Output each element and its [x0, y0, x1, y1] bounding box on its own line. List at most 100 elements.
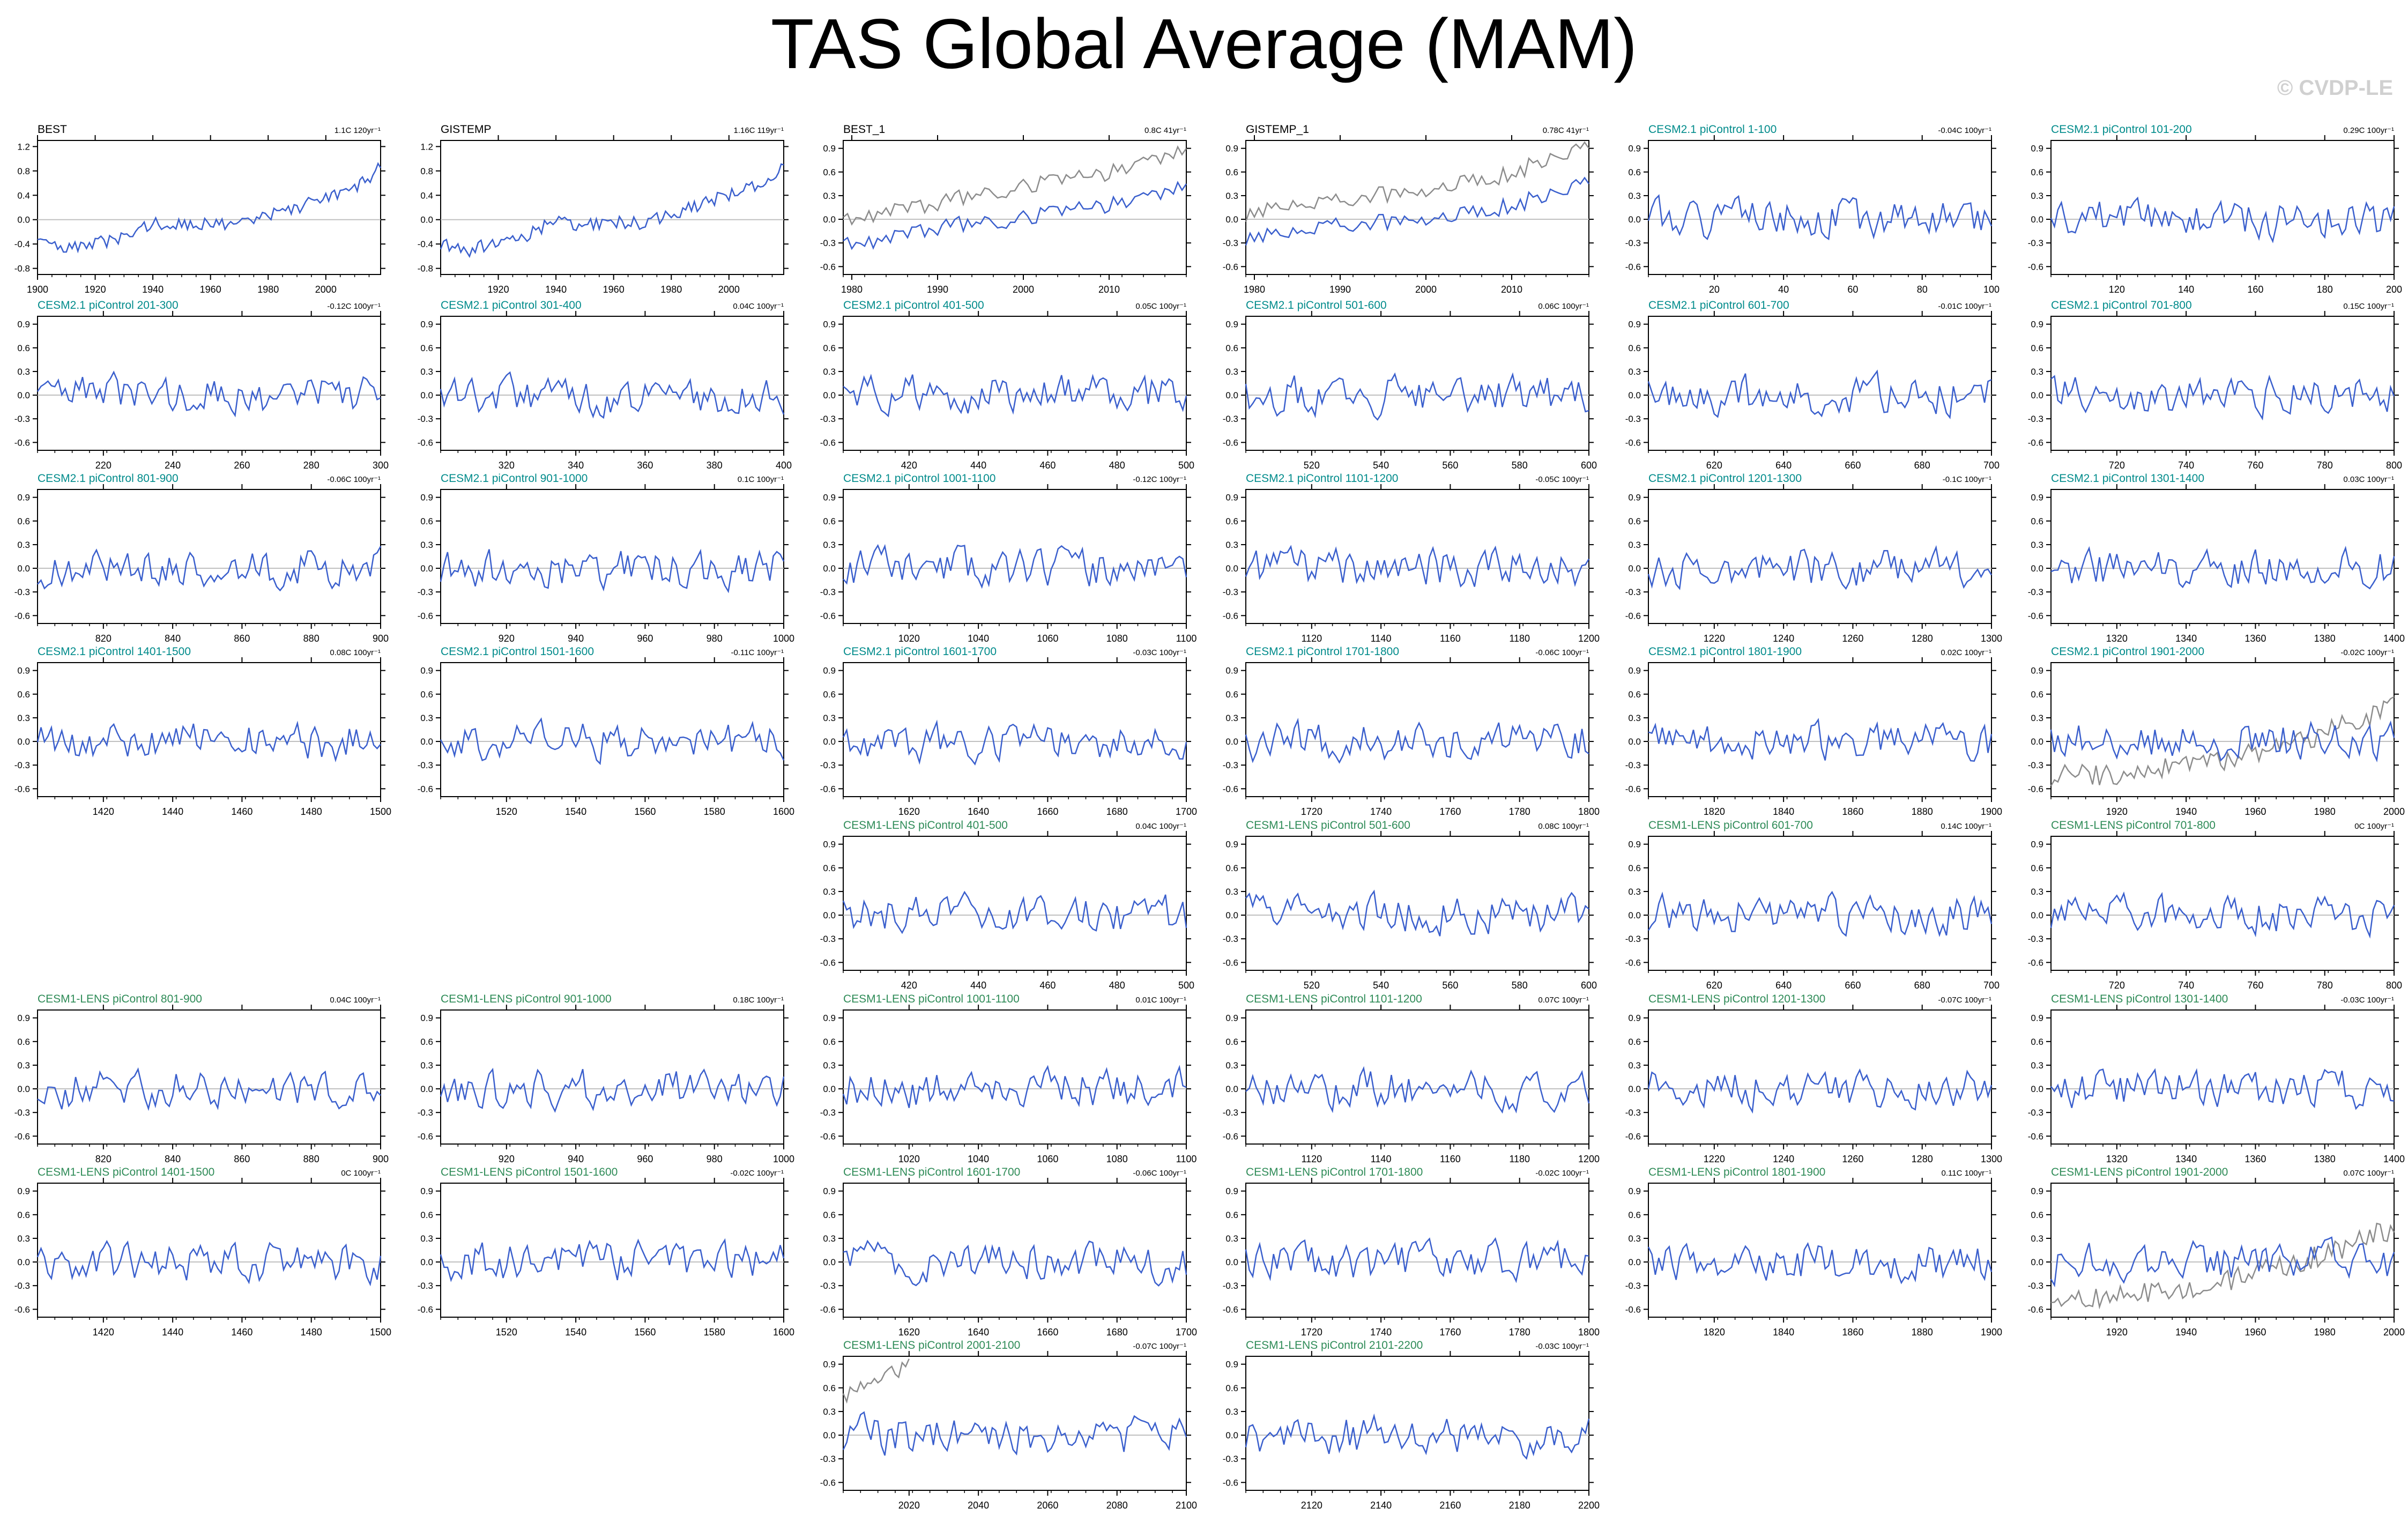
panel-title: GISTEMP_1: [1246, 123, 1309, 136]
y-tick-label: 0.9: [823, 144, 836, 154]
y-tick-label: 0.0: [1628, 390, 1641, 400]
panel-title: CESM2.1 piControl 501-600: [1246, 299, 1387, 311]
x-tick-label: 1180: [1509, 633, 1530, 644]
x-tick-label: 980: [707, 1154, 723, 1164]
y-tick-label: 0.9: [2031, 666, 2043, 676]
x-tick-label: 1240: [1773, 1154, 1794, 1164]
x-tick-label: 2000: [718, 284, 740, 295]
y-tick-label: -0.8: [14, 264, 30, 274]
y-tick-label: 0.0: [1628, 1257, 1641, 1267]
y-tick-label: 0.9: [17, 320, 30, 330]
y-tick-label: 0.3: [1225, 887, 1238, 897]
panel: CESM1-LENS piControl 1401-1500 0C 100yr⁻¹…: [14, 1166, 391, 1338]
y-tick-label: -0.6: [1223, 1477, 1238, 1488]
x-tick-label: 760: [2247, 460, 2263, 471]
y-tick-label: 0.9: [1628, 1013, 1641, 1023]
x-tick-label: 620: [1706, 980, 1722, 991]
x-tick-label: 540: [1373, 460, 1389, 471]
x-tick-label: 500: [1178, 460, 1194, 471]
x-tick-label: 1780: [1509, 806, 1530, 817]
panel: CESM1-LENS piControl 1501-1600 -0.02C 100…: [418, 1166, 794, 1338]
y-tick-label: 0.0: [2031, 1257, 2043, 1267]
x-tick-label: 680: [1914, 460, 1930, 471]
y-tick-label: 0.9: [823, 1013, 836, 1023]
x-tick-label: 1500: [370, 1327, 391, 1338]
y-tick-label: -0.3: [418, 1108, 433, 1118]
panel-frame: [843, 140, 1187, 275]
panel-title: CESM1-LENS piControl 1701-1800: [1246, 1166, 1423, 1178]
panel-frame: [843, 836, 1187, 971]
panel-frame: [2050, 316, 2395, 451]
x-tick-label: 720: [2109, 460, 2125, 471]
y-tick-label: 0.3: [823, 887, 836, 897]
y-tick-label: 0.3: [823, 191, 836, 201]
series-line: [1647, 194, 1993, 241]
x-tick-label: 2000: [1415, 284, 1437, 295]
x-tick-label: 20: [1709, 284, 1720, 295]
panel: BEST_1 0.8C 41yr⁻¹ -0.6 -0.3 0.0 0.3 0.6 0.9 198…: [820, 123, 1191, 295]
y-tick-label: 0.9: [2031, 493, 2043, 503]
y-tick-label: -0.3: [14, 1108, 30, 1118]
x-tick-label: 1620: [898, 806, 920, 817]
series-line: [36, 370, 381, 418]
x-tick-label: 360: [637, 460, 653, 471]
y-tick-label: -0.6: [1223, 262, 1238, 272]
panel-frame: [440, 140, 784, 275]
panel-title: CESM2.1 piControl 1001-1100: [843, 472, 995, 485]
x-tick-label: 1360: [2245, 1154, 2266, 1164]
y-tick-label: -0.6: [1223, 437, 1238, 448]
y-tick-label: 0.8: [420, 166, 433, 176]
panel-trend: 0.8C 41yr⁻¹: [1144, 126, 1186, 135]
series-line: [2050, 546, 2395, 590]
series-line: [36, 1239, 382, 1287]
x-tick-label: 2120: [1301, 1500, 1322, 1511]
series-line: [1245, 372, 1589, 421]
series-line: [1648, 718, 1993, 762]
x-tick-label: 480: [1109, 460, 1125, 471]
panel-frame: [843, 1356, 1187, 1491]
x-tick-label: 2100: [1176, 1500, 1197, 1511]
x-tick-label: 580: [1512, 460, 1528, 471]
y-tick-label: -0.3: [820, 238, 836, 248]
x-tick-label: 1640: [968, 1327, 989, 1338]
x-tick-label: 960: [637, 1154, 653, 1164]
panel-frame: [1245, 1356, 1589, 1491]
y-tick-label: 0.0: [2031, 563, 2043, 574]
x-tick-label: 820: [95, 1154, 112, 1164]
x-tick-label: 1320: [2106, 1154, 2128, 1164]
y-tick-label: 0.3: [1225, 540, 1238, 550]
x-tick-label: 260: [234, 460, 250, 471]
panel: CESM2.1 piControl 1601-1700 -0.03C 100yr⁻…: [820, 645, 1197, 817]
y-tick-label: 0.9: [1628, 144, 1641, 154]
panel: CESM2.1 piControl 1301-1400 0.03C 100yr⁻¹…: [2028, 472, 2405, 644]
x-tick-label: 940: [568, 1154, 584, 1164]
y-tick-label: 0.6: [17, 516, 30, 526]
y-tick-label: 0.0: [420, 737, 433, 747]
panel-trend: 0.04C 100yr⁻¹: [330, 996, 381, 1005]
x-tick-label: 1740: [1370, 806, 1392, 817]
y-tick-label: -0.3: [2028, 587, 2043, 597]
x-tick-label: 560: [1442, 980, 1458, 991]
y-tick-label: 0.3: [823, 1234, 836, 1244]
x-tick-label: 1580: [704, 806, 725, 817]
panel-trend: -0.1C 100yr⁻¹: [1943, 475, 1991, 484]
panel: CESM2.1 piControl 1-100 -0.04C 100yr⁻¹ -0.…: [1625, 123, 2000, 295]
panel-trend: -0.05C 100yr⁻¹: [1535, 475, 1589, 484]
y-tick-label: -0.6: [820, 784, 836, 794]
series-line: [1647, 1242, 1993, 1284]
y-tick-label: 0.3: [823, 713, 836, 723]
y-tick-label: -0.3: [2028, 760, 2043, 770]
series-line: [2050, 720, 2395, 763]
panel: CESM1-LENS piControl 801-900 0.04C 100yr⁻…: [14, 993, 389, 1164]
x-tick-label: 1420: [93, 806, 114, 817]
panel: CESM2.1 piControl 1501-1600 -0.11C 100yr⁻…: [418, 645, 794, 817]
x-tick-label: 1220: [1704, 1154, 1725, 1164]
x-tick-label: 2040: [968, 1500, 989, 1511]
x-tick-label: 1580: [704, 1327, 725, 1338]
series-line: [842, 719, 1187, 766]
panel-title: CESM1-LENS piControl 1101-1200: [1246, 993, 1422, 1005]
x-tick-label: 1240: [1773, 633, 1794, 644]
y-tick-label: -0.3: [1625, 1281, 1641, 1291]
x-tick-label: 100: [1983, 284, 2000, 295]
y-tick-label: 0.9: [823, 320, 836, 330]
